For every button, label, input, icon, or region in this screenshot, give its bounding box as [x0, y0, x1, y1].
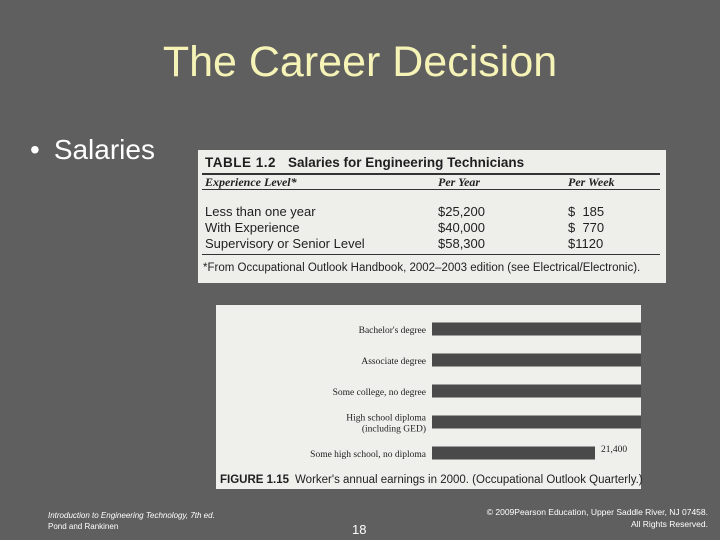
bullet-item: • Salaries [30, 134, 155, 166]
bullet-dot: • [30, 134, 40, 165]
footer-authors: Pond and Rankinen [48, 522, 119, 531]
cell-per-week: $ 770 [568, 220, 605, 235]
bar [432, 384, 641, 398]
bar-value-label: 21,400 [601, 445, 627, 455]
bar [432, 415, 641, 429]
cell-level: With Experience [205, 220, 300, 235]
footer-book-info: Introduction to Engineering Technology, … [48, 510, 215, 532]
table-number: TABLE 1.2 [205, 155, 277, 170]
table-rule-top [202, 173, 660, 175]
cell-per-year: $25,200 [438, 204, 485, 219]
footer-book-title: Introduction to Engineering Technology, … [48, 511, 215, 520]
category-label: Some high school, no diploma [310, 450, 427, 460]
table-rule-mid [202, 189, 660, 190]
category-label: (including GED) [362, 424, 426, 435]
salary-table-image: TABLE 1.2 Salaries for Engineering Techni… [198, 150, 666, 283]
bar [432, 446, 596, 460]
page-number: 18 [352, 522, 367, 537]
cell-level: Supervisory or Senior Level [205, 236, 365, 251]
cell-per-year: $40,000 [438, 220, 485, 235]
cell-per-year: $58,300 [438, 236, 485, 251]
footer-copyright: © 2009Pearson Education, Upper Saddle Ri… [487, 506, 708, 530]
table-rule-bottom [202, 254, 660, 255]
figure-caption: FIGURE 1.15 Worker's annual earnings in 2… [220, 474, 643, 486]
copyright-text: © 2009Pearson Education, Upper Saddle Ri… [486, 507, 708, 517]
bullet-text: Salaries [53, 134, 155, 165]
cell-per-week: $ 185 [568, 204, 605, 219]
figure-caption-text: Worker's annual earnings in 2000. (Occup… [295, 474, 643, 486]
rights-text: All Rights Reserved. [630, 519, 708, 529]
bar [432, 353, 641, 367]
cell-per-week: $1120 [568, 236, 604, 251]
column-header-experience: Experience Level* [205, 175, 297, 189]
bar [432, 322, 641, 336]
category-label: Some college, no degree [333, 388, 426, 398]
table-row: With Experience $40,000 $ 770 [198, 220, 666, 236]
category-label: High school diploma [346, 414, 426, 424]
cell-level: Less than one year [205, 204, 316, 219]
table-title: Salaries for Engineering Technicians [288, 155, 525, 170]
earnings-figure-image: 46,300Bachelor's degree35,400Associate d… [216, 305, 643, 489]
slide-title: The Career Decision [162, 38, 558, 86]
earnings-bar-chart: 46,300Bachelor's degree35,400Associate d… [310, 322, 641, 460]
table-heading: TABLE 1.2 Salaries for Engineering Techni… [205, 155, 524, 170]
category-label: Associate degree [361, 357, 426, 367]
table-footnote: *From Occupational Outlook Handbook, 200… [203, 262, 641, 274]
column-header-per-week: Per Week [568, 175, 615, 189]
table-row: Less than one year $25,200 $ 185 [198, 204, 666, 220]
figure-number: FIGURE 1.15 [220, 474, 290, 486]
column-header-per-year: Per Year [438, 175, 481, 189]
table-row: Supervisory or Senior Level $58,300 $112… [198, 236, 666, 252]
category-label: Bachelor's degree [359, 326, 426, 336]
